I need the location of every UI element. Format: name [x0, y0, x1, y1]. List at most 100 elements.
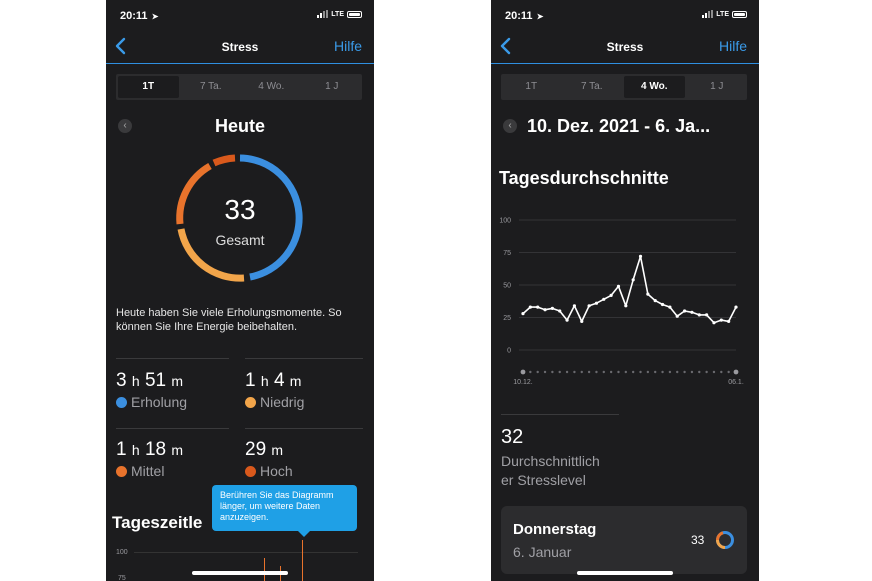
tab-4-weeks[interactable]: 4 Wo. — [624, 76, 685, 98]
y-tick-label: 75 — [503, 250, 511, 257]
data-point — [609, 293, 613, 297]
data-point — [719, 318, 723, 322]
x-axis-dot — [661, 370, 664, 374]
x-axis-dot — [520, 369, 526, 375]
divider — [501, 414, 619, 415]
tab-1-year[interactable]: 1 J — [710, 81, 724, 92]
x-axis-dot — [683, 370, 686, 374]
average-value: 32 — [501, 426, 524, 448]
stat-recovery: 3 h 51 m Erholung — [116, 370, 188, 410]
x-axis-dot — [580, 370, 583, 374]
daily-average-chart[interactable]: 100 75 50 25 0 10.12. 06.1. — [491, 206, 759, 392]
x-axis-dot — [705, 370, 708, 374]
prev-arrow-icon[interactable]: ‹ — [503, 119, 517, 133]
x-axis-dot — [631, 370, 635, 374]
day-value: 33 — [691, 533, 705, 547]
x-axis-dot — [587, 370, 591, 374]
data-point — [521, 312, 525, 316]
data-point — [675, 314, 679, 318]
battery-icon — [732, 10, 747, 18]
data-point — [712, 321, 716, 325]
x-axis-dot — [551, 370, 554, 374]
tab-1-year[interactable]: 1 J — [325, 81, 339, 92]
battery-icon — [347, 10, 362, 18]
day-weekday: Donnerstag — [513, 521, 597, 538]
data-point — [624, 304, 628, 308]
recovery-dot-icon — [116, 396, 127, 408]
x-axis-dot — [720, 370, 723, 374]
period-heading: 10. Dez. 2021 - 6. Ja... — [527, 116, 711, 136]
x-axis-dot — [543, 370, 547, 374]
section-heading: Tageszeitle — [112, 513, 203, 532]
y-tick-label: 100 — [499, 218, 511, 225]
divider — [245, 358, 363, 359]
nav-bar: Stress Hilfe — [106, 30, 374, 64]
x-axis-dot — [654, 370, 657, 374]
y-tick-label: 50 — [503, 283, 511, 290]
stress-ring: 33 Gesamt — [174, 152, 306, 284]
help-button[interactable]: Hilfe — [333, 38, 362, 54]
stat-medium: 1 h 18 m Mittel — [116, 439, 184, 479]
tab-1t[interactable]: 1T — [525, 81, 538, 92]
page-title: Stress — [221, 40, 259, 54]
tab-7-days[interactable]: 7 Ta. — [200, 81, 222, 92]
stress-4weeks-screen: 20:11 ➤ LTE Stress Hilfe 1T 7 Ta. 4 Wo. … — [491, 0, 759, 581]
back-chevron-icon[interactable] — [114, 36, 128, 56]
average-label: Durchschnittlich er Stresslevel — [501, 453, 600, 488]
data-point — [646, 292, 650, 296]
x-axis-dot — [733, 369, 739, 375]
data-point — [705, 313, 709, 317]
data-point — [734, 305, 738, 309]
x-axis-dot — [529, 370, 532, 374]
data-point — [638, 254, 643, 258]
x-axis-dot — [676, 370, 679, 374]
tab-1t[interactable]: 1T — [118, 76, 179, 98]
data-point — [550, 306, 554, 310]
data-point — [697, 313, 701, 317]
data-point — [594, 301, 599, 305]
period-selector: 1T 7 Ta. 4 Wo. 1 J — [501, 74, 747, 100]
data-point — [565, 318, 569, 322]
high-dot-icon — [245, 465, 256, 477]
axis-tick: 100 — [116, 549, 128, 556]
data-point — [690, 310, 694, 314]
location-arrow-icon: ➤ — [149, 12, 159, 21]
x-tick-label: 06.1. — [728, 379, 744, 386]
gridline — [134, 552, 358, 553]
axis-tick: 75 — [118, 575, 126, 581]
data-point — [616, 284, 621, 288]
y-tick-label: 25 — [503, 315, 511, 322]
stress-score-label: Gesamt — [215, 232, 265, 248]
x-axis-dot — [617, 370, 620, 374]
tab-4-weeks[interactable]: 4 Wo. — [258, 81, 285, 92]
day-card[interactable]: Donnerstag 6. Januar 33 — [501, 506, 747, 574]
x-axis-dot — [565, 370, 569, 374]
home-indicator[interactable] — [192, 571, 288, 575]
timeline-bar — [264, 558, 265, 581]
help-button[interactable]: Hilfe — [718, 38, 747, 54]
medium-dot-icon — [116, 465, 127, 477]
nav-bar: Stress Hilfe — [491, 30, 759, 64]
network-label: LTE — [331, 10, 344, 18]
location-arrow-icon: ➤ — [534, 12, 544, 21]
back-chevron-icon[interactable] — [499, 36, 513, 56]
x-axis-dot — [712, 370, 716, 374]
data-point — [572, 304, 577, 308]
x-axis-dot — [727, 370, 730, 374]
prev-arrow-icon[interactable]: ‹ — [118, 119, 132, 133]
period-selector: 1T 7 Ta. 4 Wo. 1 J — [116, 74, 362, 100]
divider — [116, 428, 229, 429]
x-axis-dot — [668, 370, 672, 374]
data-point — [631, 278, 635, 282]
data-point — [682, 309, 687, 313]
tab-7-days[interactable]: 7 Ta. — [581, 81, 603, 92]
x-axis-dot — [536, 370, 539, 374]
y-tick-label: 0 — [507, 348, 511, 355]
chart-hint-tooltip[interactable]: Berühren Sie das Diagramm länger, um wei… — [212, 485, 357, 537]
home-indicator[interactable] — [577, 571, 673, 575]
period-heading: Heute — [214, 116, 265, 136]
data-point — [660, 302, 665, 307]
status-bar: 20:11 ➤ LTE — [106, 8, 374, 24]
stress-today-screen: 20:11 ➤ LTE Stress Hilfe 1T 7 Ta. 4 Wo. … — [106, 0, 374, 581]
data-point — [727, 319, 731, 323]
